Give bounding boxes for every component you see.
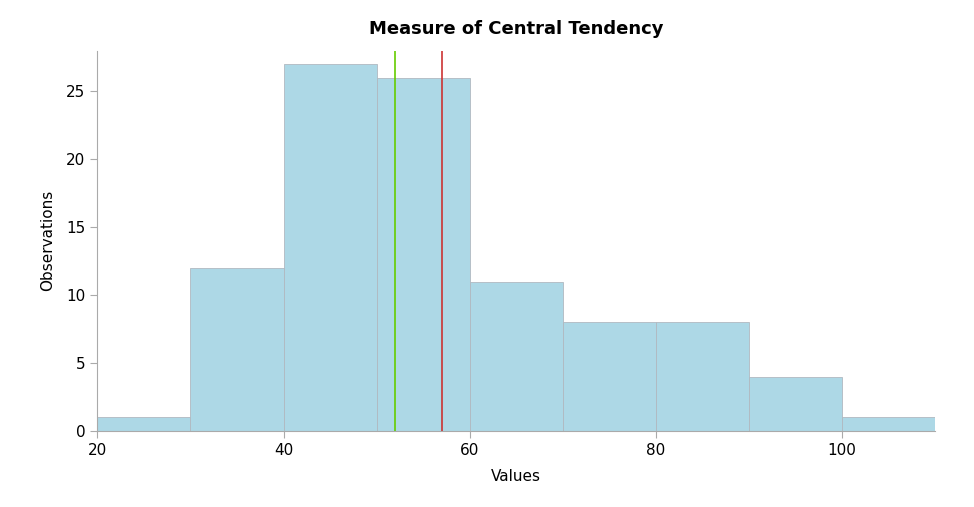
Y-axis label: Observations: Observations: [40, 190, 56, 292]
X-axis label: Values: Values: [491, 469, 542, 484]
Bar: [563, 322, 656, 431]
Bar: [842, 417, 935, 431]
Bar: [97, 417, 191, 431]
Bar: [656, 322, 749, 431]
Bar: [469, 281, 563, 431]
Title: Measure of Central Tendency: Measure of Central Tendency: [369, 20, 663, 38]
Bar: [283, 64, 377, 431]
Bar: [749, 377, 842, 431]
Bar: [377, 78, 469, 431]
Bar: [191, 268, 283, 431]
